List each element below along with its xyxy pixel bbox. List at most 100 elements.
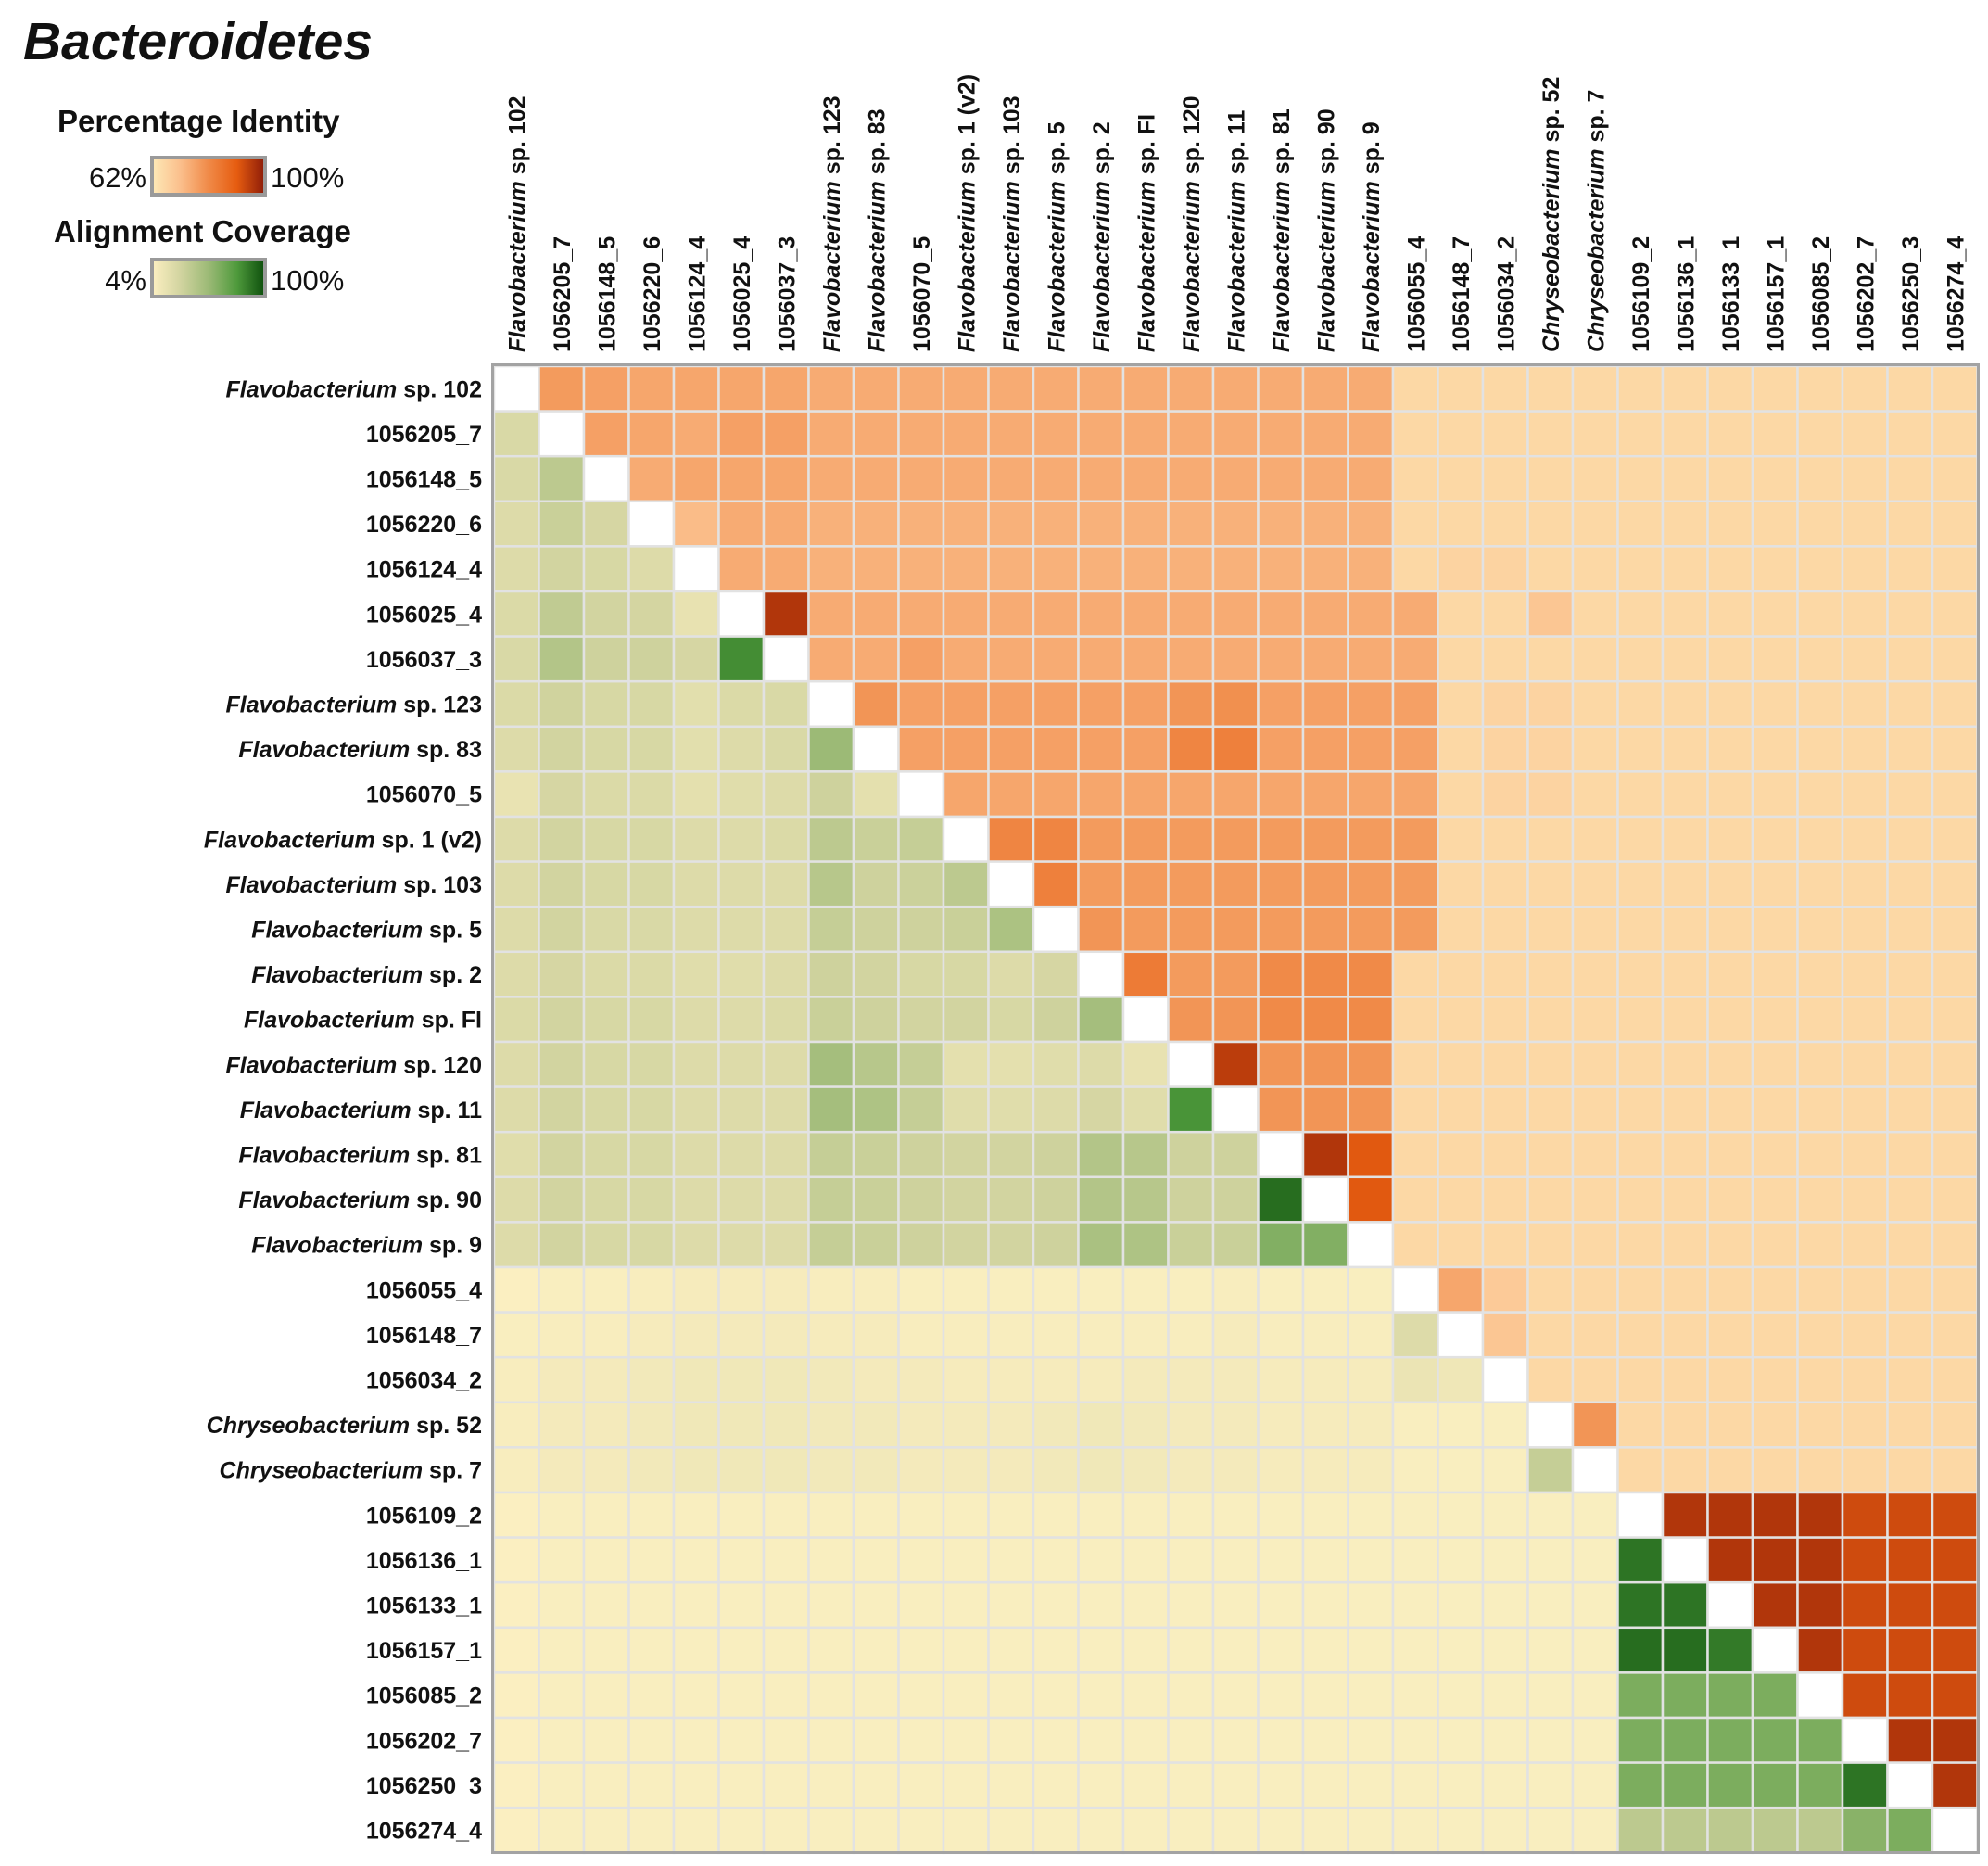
coverage-cell [1257, 1265, 1305, 1314]
diagonal-cell [1121, 996, 1170, 1044]
coverage-cell [1032, 1491, 1080, 1539]
coverage-cell [717, 1806, 766, 1855]
coverage-cell [1437, 1401, 1485, 1449]
coverage-cell [987, 1040, 1035, 1088]
coverage-cell [807, 1626, 855, 1674]
coverage-cell [1571, 1536, 1619, 1584]
coverage-cell [987, 1446, 1035, 1494]
coverage-cell [762, 996, 810, 1044]
identity-cell [1211, 679, 1260, 729]
diagonal-cell [1032, 905, 1080, 954]
identity-cell [1841, 1446, 1889, 1494]
coverage-cell [672, 1580, 720, 1630]
coverage-cell [717, 1085, 766, 1134]
identity-cell [1886, 860, 1934, 908]
coverage-cell [1257, 1401, 1305, 1449]
coverage-cell [717, 679, 766, 729]
coverage-cell [1301, 1401, 1349, 1449]
legend-identity-colorbar [150, 156, 267, 197]
identity-cell [1301, 725, 1349, 773]
identity-cell [1661, 815, 1709, 863]
identity-cell [1481, 770, 1529, 819]
identity-cell [717, 500, 766, 548]
column-label: Chryseobacterium sp. 7 [1583, 90, 1609, 352]
identity-cell [1751, 1401, 1799, 1449]
identity-cell [1706, 1355, 1754, 1404]
identity-cell [1706, 1401, 1754, 1449]
identity-cell [1437, 950, 1485, 998]
identity-cell [1751, 1265, 1799, 1314]
coverage-cell [627, 905, 676, 954]
coverage-cell [897, 1671, 945, 1720]
column-label: 1056205_7 [550, 236, 576, 352]
identity-cell [1751, 1311, 1799, 1359]
coverage-cell [1301, 1265, 1349, 1314]
identity-cell [1301, 1085, 1349, 1134]
identity-cell [1257, 860, 1305, 908]
identity-cell [1121, 364, 1170, 413]
coverage-cell [672, 905, 720, 954]
coverage-cell [1661, 1806, 1709, 1855]
coverage-cell [672, 1355, 720, 1404]
identity-cell [1347, 996, 1395, 1044]
coverage-cell [582, 1761, 630, 1809]
coverage-cell [1526, 1626, 1575, 1674]
identity-cell [1121, 545, 1170, 593]
identity-cell [1437, 545, 1485, 593]
identity-cell [1751, 815, 1799, 863]
coverage-cell [1121, 1761, 1170, 1809]
coverage-cell [942, 1401, 990, 1449]
coverage-cell [852, 770, 900, 819]
row-label: 1056136_1 [366, 1548, 482, 1574]
coverage-cell [852, 860, 900, 908]
identity-cell [1706, 1175, 1754, 1224]
identity-cell [1211, 860, 1260, 908]
identity-cell [1526, 635, 1575, 683]
coverage-cell [1167, 1536, 1215, 1584]
coverage-cell [1616, 1716, 1665, 1764]
coverage-cell [1257, 1311, 1305, 1359]
identity-cell [1167, 364, 1215, 413]
coverage-cell [582, 1626, 630, 1674]
coverage-cell [582, 1491, 630, 1539]
coverage-cell [807, 725, 855, 773]
identity-cell [1301, 815, 1349, 863]
identity-cell [1032, 725, 1080, 773]
row-label: Flavobacterium sp. 102 [225, 376, 482, 402]
coverage-cell [942, 1355, 990, 1404]
row-label: 1056205_7 [366, 422, 482, 448]
coverage-cell [627, 1446, 676, 1494]
identity-cell [627, 364, 676, 413]
coverage-cell [1167, 1446, 1215, 1494]
coverage-cell [627, 1175, 676, 1224]
identity-cell [942, 590, 990, 638]
identity-cell [1751, 454, 1799, 503]
identity-cell [1526, 1085, 1575, 1134]
identity-cell [1616, 1130, 1665, 1179]
coverage-cell [672, 1671, 720, 1720]
identity-cell [1167, 454, 1215, 503]
coverage-cell [582, 1716, 630, 1764]
identity-cell [942, 364, 990, 413]
coverage-cell [1032, 1446, 1080, 1494]
identity-cell [1931, 1130, 1979, 1179]
coverage-cell [672, 1716, 720, 1764]
coverage-cell [672, 1806, 720, 1855]
coverage-cell [852, 1311, 900, 1359]
identity-cell [1841, 545, 1889, 593]
coverage-cell [1077, 1355, 1125, 1404]
identity-cell [1347, 1175, 1395, 1224]
coverage-cell [807, 1491, 855, 1539]
coverage-cell [1167, 1716, 1215, 1764]
coverage-cell [1481, 1401, 1529, 1449]
identity-cell [987, 590, 1035, 638]
coverage-cell [538, 1401, 586, 1449]
identity-cell [1661, 1130, 1709, 1179]
coverage-cell [1121, 1311, 1170, 1359]
identity-cell [1211, 364, 1260, 413]
identity-cell [538, 364, 586, 413]
identity-cell [1121, 590, 1170, 638]
identity-cell [1796, 410, 1844, 458]
coverage-cell [1211, 1536, 1260, 1584]
column-label: 1056274_4 [1943, 236, 1969, 352]
